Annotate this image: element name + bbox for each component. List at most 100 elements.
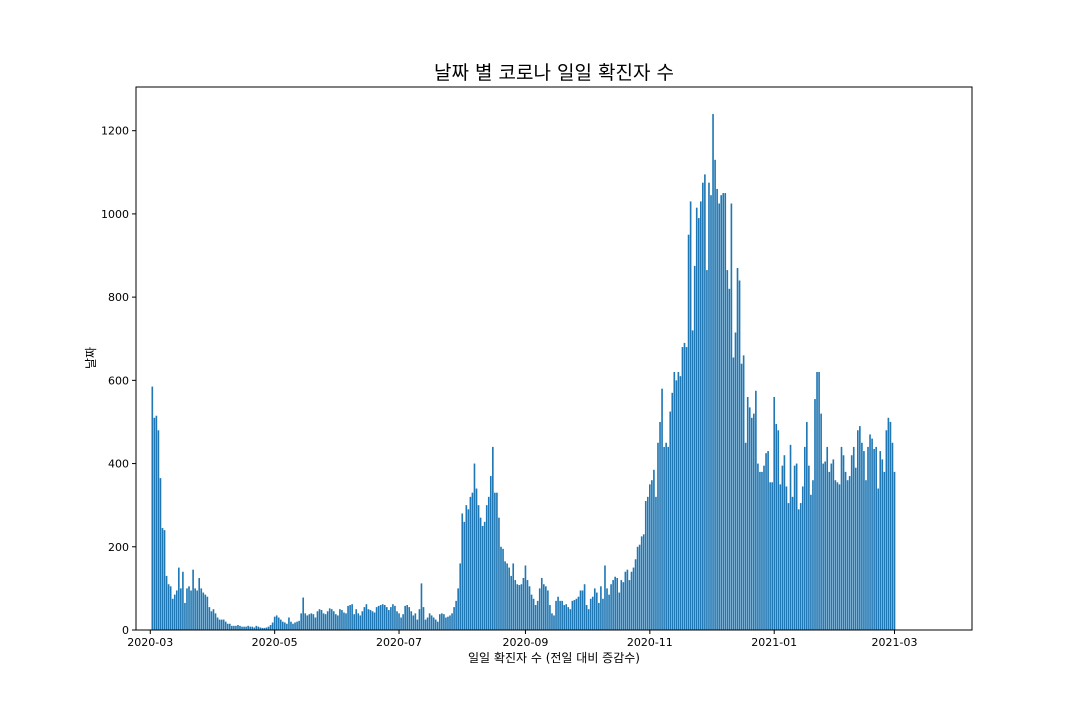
- bar: [806, 421, 808, 630]
- bar: [812, 480, 814, 630]
- bar: [237, 625, 239, 630]
- bar: [642, 534, 645, 630]
- bar: [791, 496, 794, 630]
- bar: [661, 388, 663, 630]
- bar: [316, 611, 319, 630]
- bar: [877, 488, 880, 630]
- bar: [520, 584, 523, 630]
- bar: [591, 596, 594, 630]
- bar: [167, 584, 170, 630]
- bar: [885, 430, 888, 630]
- x-tick-label: 2021-03: [872, 636, 918, 649]
- bar: [844, 471, 847, 630]
- bar: [385, 607, 388, 630]
- bar: [757, 463, 759, 630]
- bar: [284, 622, 286, 630]
- bar: [524, 565, 527, 630]
- bar: [430, 615, 433, 630]
- bar: [706, 270, 708, 630]
- bar: [428, 613, 431, 630]
- bar: [247, 625, 249, 630]
- y-tick-label: 200: [108, 541, 129, 554]
- bar: [522, 577, 525, 630]
- bar: [628, 580, 631, 630]
- x-tick-label: 2020-09: [502, 636, 548, 649]
- bar: [175, 590, 178, 630]
- bar: [314, 617, 317, 630]
- bar: [279, 619, 282, 630]
- bar: [439, 614, 441, 630]
- bar: [184, 602, 186, 630]
- bar: [561, 600, 563, 630]
- bar: [363, 607, 366, 630]
- y-tick-label: 1200: [101, 125, 129, 138]
- y-tick-label: 400: [108, 458, 129, 471]
- bar: [477, 505, 480, 630]
- bar: [275, 615, 278, 630]
- bar: [689, 201, 692, 630]
- bar: [801, 486, 804, 630]
- bar: [335, 614, 337, 630]
- bar: [569, 609, 572, 630]
- bar: [367, 609, 370, 630]
- bar: [589, 598, 592, 630]
- bar: [208, 607, 211, 630]
- bar: [638, 544, 641, 630]
- bar: [216, 617, 219, 630]
- bar: [653, 469, 655, 630]
- bar: [675, 380, 678, 630]
- bar: [573, 600, 576, 630]
- bar: [390, 607, 392, 630]
- bar: [306, 615, 309, 630]
- bar: [777, 430, 780, 630]
- bar: [542, 584, 545, 630]
- bar: [852, 446, 855, 630]
- bar: [875, 446, 877, 630]
- bar: [494, 492, 496, 630]
- bar: [836, 482, 839, 630]
- bar: [467, 509, 470, 630]
- bar: [793, 465, 796, 630]
- bar: [161, 528, 164, 630]
- bar: [416, 619, 419, 630]
- bar: [671, 392, 674, 630]
- bar: [759, 471, 761, 630]
- bar: [657, 442, 659, 630]
- bar: [298, 620, 300, 630]
- bar: [239, 625, 241, 630]
- bar: [265, 627, 268, 630]
- bar: [233, 625, 235, 630]
- bar: [626, 569, 629, 630]
- plot-frame: [135, 86, 973, 631]
- bar: [726, 270, 729, 630]
- bar: [330, 609, 333, 630]
- bar: [210, 611, 213, 630]
- y-axis-title: 날짜: [84, 347, 98, 369]
- bar: [559, 600, 561, 630]
- bar: [763, 465, 765, 630]
- bar: [775, 424, 778, 630]
- bar: [463, 521, 466, 630]
- bar: [722, 193, 725, 630]
- bar: [178, 567, 180, 630]
- bar: [228, 623, 231, 630]
- bar: [881, 459, 884, 630]
- bar: [526, 580, 529, 630]
- bar: [795, 463, 798, 630]
- bar: [571, 600, 574, 630]
- bar: [504, 561, 506, 630]
- bar: [704, 174, 706, 630]
- bar: [420, 583, 423, 630]
- bar: [644, 501, 647, 630]
- bar: [243, 626, 245, 630]
- bar: [182, 571, 184, 630]
- bar: [418, 609, 421, 630]
- bar: [273, 616, 276, 630]
- bar: [457, 588, 459, 630]
- bar: [410, 611, 413, 630]
- bar: [769, 482, 771, 630]
- bar: [447, 616, 449, 630]
- bar: [850, 455, 853, 630]
- bar: [259, 627, 262, 630]
- bar: [414, 613, 417, 630]
